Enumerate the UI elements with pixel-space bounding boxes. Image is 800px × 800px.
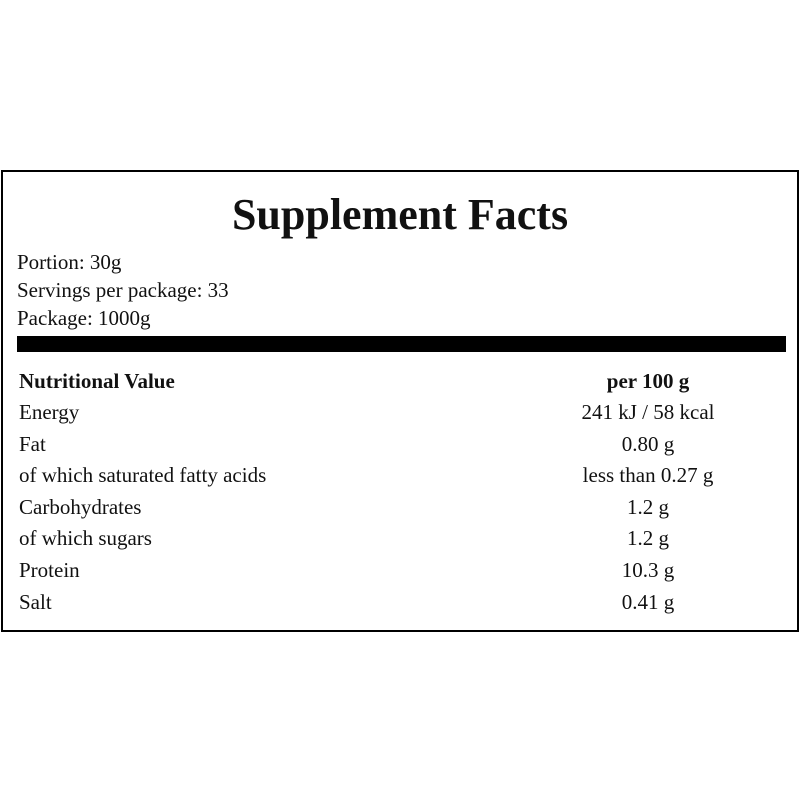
column-header: Nutritional Value — [19, 369, 175, 393]
nutrient-value: 0.80 g — [621, 431, 675, 456]
column-header: per 100 g — [606, 369, 690, 393]
nutrient-name: Carbohydrates — [19, 494, 142, 519]
nutrient-name: Protein — [19, 558, 80, 582]
divider-bar — [17, 336, 786, 352]
nutrient-name: Energy — [19, 400, 80, 424]
nutrient-value: 1.2 g — [627, 526, 669, 551]
nutrient-name: Fat — [19, 431, 46, 456]
title: Supplement Facts — [231, 190, 569, 239]
package: Package: 1000g — [17, 306, 151, 330]
supplement-facts-label: Supplement Facts Portion: 30g Servings p… — [1, 170, 799, 632]
nutrient-value: 1.2 g — [627, 494, 669, 519]
portion: Portion: 30g — [17, 250, 122, 274]
nutrient-value: less than 0.27 g — [582, 463, 714, 488]
servings: Servings per package: 33 — [17, 278, 229, 302]
nutrient-name: Salt — [19, 589, 52, 614]
nutrient-value: 241 kJ / 58 kcal — [581, 400, 715, 424]
nutrient-value: 0.41 g — [621, 589, 675, 614]
nutrient-name: of which saturated fatty acids — [19, 463, 267, 488]
nutrient-value: 10.3 g — [621, 558, 675, 582]
nutrient-name: of which sugars — [19, 526, 152, 551]
